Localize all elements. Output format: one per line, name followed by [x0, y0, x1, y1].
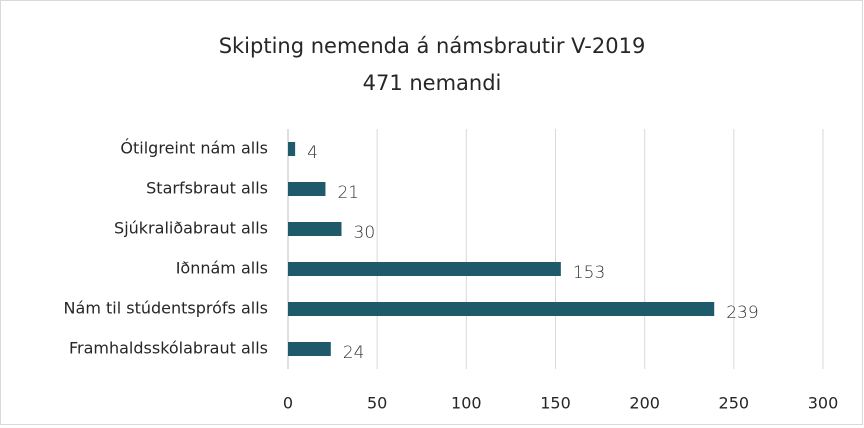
bar [288, 262, 561, 276]
y-tick-label: Nám til stúdentsprófs alls [64, 299, 268, 318]
data-label: 24 [343, 343, 365, 363]
x-tick-label: 200 [629, 394, 660, 413]
bar [288, 222, 342, 236]
x-tick-label: 50 [367, 394, 387, 413]
x-tick-label: 300 [808, 394, 839, 413]
y-tick-label: Iðnnám alls [176, 259, 268, 278]
data-label: 30 [354, 223, 376, 243]
y-tick-label: Framhaldsskólabraut alls [69, 339, 268, 358]
chart-title: Skipting nemenda á námsbrautir V-2019 [219, 34, 646, 58]
chart-subtitle: 471 nemandi [363, 71, 502, 95]
bar [288, 302, 715, 316]
bar [288, 342, 331, 356]
data-label: 4 [307, 143, 318, 163]
bar [288, 182, 326, 196]
y-tick-label: Starfsbraut alls [146, 179, 268, 198]
data-label: 239 [726, 303, 758, 323]
x-tick-label: 150 [540, 394, 571, 413]
data-label: 21 [337, 183, 359, 203]
x-tick-label: 250 [719, 394, 750, 413]
y-tick-label: Sjúkraliðabraut alls [114, 219, 268, 238]
y-tick-label: Ótilgreint nám alls [120, 139, 268, 158]
x-tick-label: 100 [451, 394, 482, 413]
data-label: 153 [573, 263, 605, 283]
bar [288, 142, 296, 156]
x-tick-label: 0 [283, 394, 293, 413]
